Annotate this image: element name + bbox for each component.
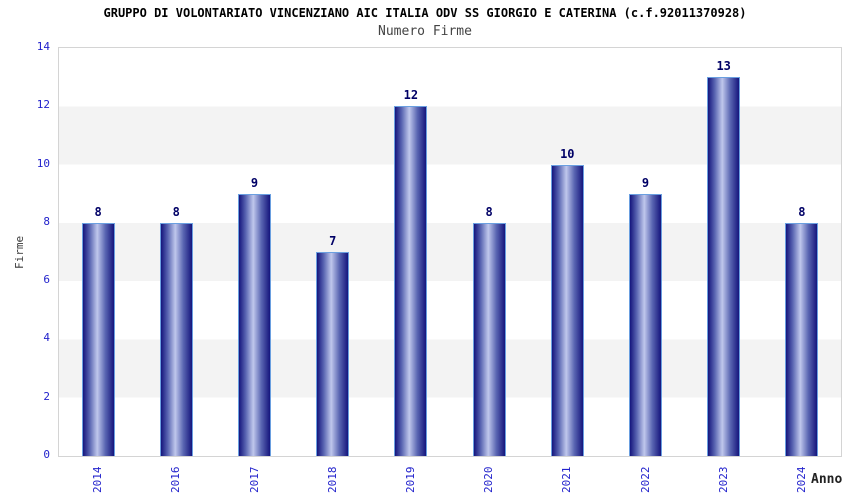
x-tick-label: 2014 <box>91 466 105 494</box>
bar <box>785 222 819 456</box>
bar-value-label: 13 <box>716 59 731 74</box>
y-tick-label: 2 <box>43 389 50 403</box>
x-tick-label: 2024 <box>794 466 808 494</box>
bar <box>316 252 350 456</box>
x-tick-label: 2022 <box>638 466 652 494</box>
bar-value-label: 9 <box>250 175 259 190</box>
y-tick-label: 0 <box>43 448 50 461</box>
y-tick-label: 6 <box>43 273 50 287</box>
x-tick-label: 2017 <box>247 466 261 494</box>
bar-value-label: 8 <box>485 204 493 219</box>
bar <box>238 193 271 456</box>
bar <box>472 222 506 456</box>
x-tick-label: 2023 <box>716 466 730 494</box>
x-tick-label: 2020 <box>482 466 496 494</box>
bar-value-label: 12 <box>403 88 419 103</box>
bar-value-label: 10 <box>560 146 575 161</box>
y-tick-label: 14 <box>36 40 50 53</box>
x-axis-label: Anno <box>811 472 843 487</box>
x-tick-label: 2018 <box>325 466 339 494</box>
bar <box>707 77 741 456</box>
y-tick-label: 8 <box>43 214 50 228</box>
x-tick-label: 2021 <box>560 466 574 494</box>
chart-title: GRUPPO DI VOLONTARIATO VINCENZIANO AIC I… <box>103 6 747 20</box>
bar <box>159 222 193 456</box>
bar <box>81 222 115 456</box>
bar <box>550 164 584 456</box>
y-tick-label: 10 <box>36 156 50 170</box>
y-axis-label: Firme <box>13 235 26 269</box>
bar-value-label: 8 <box>172 204 180 219</box>
bar-value-label: 8 <box>798 204 806 219</box>
chart-subtitle: Numero Firme <box>378 24 472 39</box>
bar-value-label: 7 <box>329 234 337 248</box>
bar-value-label: 8 <box>94 204 102 219</box>
y-tick-label: 4 <box>43 331 50 345</box>
x-tick-label: 2016 <box>169 466 183 494</box>
plot-area: 8 8 9 7 12 8 10 9 13 8 <box>58 47 842 457</box>
bar-value-label: 9 <box>641 175 650 190</box>
bar <box>394 106 428 456</box>
x-tick-label: 2019 <box>403 466 417 494</box>
bar <box>629 193 662 456</box>
y-tick-label: 12 <box>36 98 50 112</box>
